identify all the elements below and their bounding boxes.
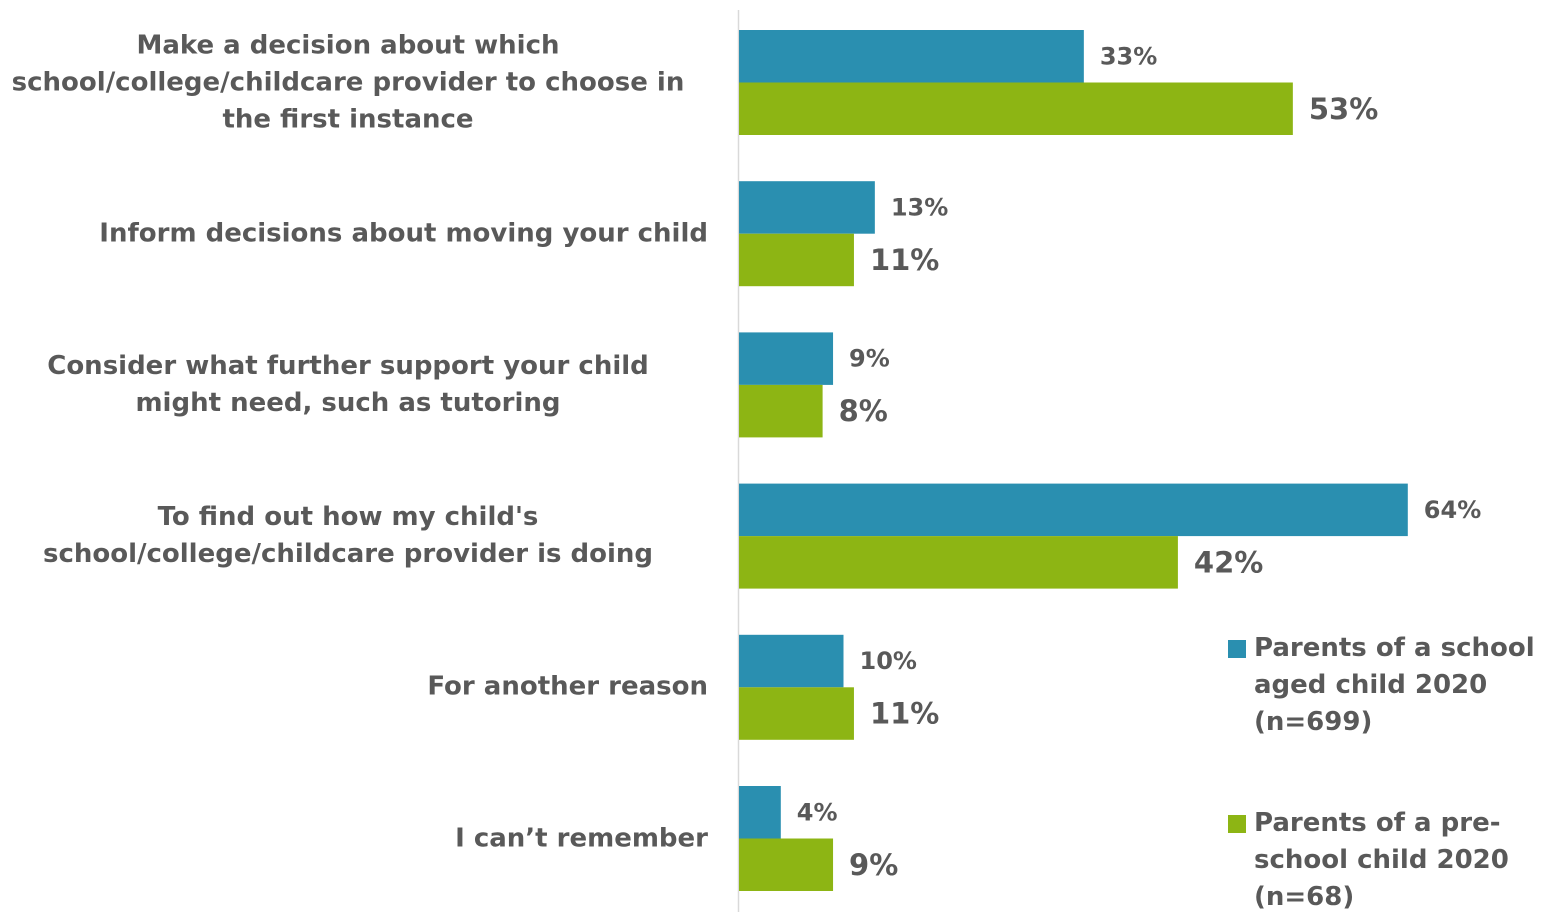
value-label-s2-c3: 8% (839, 394, 888, 428)
bar-s2-c6 (739, 838, 834, 891)
category-label-5: For another reason (0, 669, 708, 706)
legend-label-2-line-2: school child 2020 (1254, 845, 1509, 875)
bar-s2-c5 (739, 687, 854, 740)
category-label-4-line-2: school/college/childcare provider is doi… (42, 539, 654, 570)
bar-s1-c4 (739, 483, 1408, 537)
bar-s2-c2 (739, 233, 854, 287)
bar-s2-c1 (739, 82, 1293, 135)
legend-label-1-line-3: (n=699) (1254, 707, 1373, 737)
value-label-s1-c3: 9% (849, 345, 890, 373)
legend-swatch-1 (1228, 640, 1246, 658)
bar-s2-c4 (739, 536, 1178, 589)
bar-s1-c1 (739, 30, 1084, 83)
value-label-s1-c1: 33% (1100, 42, 1157, 70)
category-label-4-line-1: To find out how my child's (157, 502, 539, 533)
category-label-6: I can’t remember (0, 820, 708, 857)
value-label-s2-c4: 42% (1194, 545, 1263, 579)
category-label-2: Inform decisions about moving your child (0, 215, 708, 252)
legend-label-2: Parents of a pre-school child 2020 (n=68) (1254, 805, 1542, 916)
value-label-s1-c6: 4% (797, 798, 838, 826)
value-label-s1-c2: 13% (891, 193, 948, 221)
category-label-3: Consider what further support your child… (0, 348, 708, 422)
bar-s1-c5 (739, 634, 844, 688)
legend-swatch-2 (1228, 815, 1246, 833)
category-label-1-line-2: school/college/childcare provider to cho… (11, 67, 685, 97)
value-label-s1-c4: 64% (1424, 496, 1481, 524)
legend-label-2-line-3: (n=68) (1254, 882, 1355, 912)
category-label-2-line-1: Inform decisions about moving your child (99, 218, 708, 249)
legend-label-2-line-1: Parents of a pre- (1254, 808, 1501, 838)
value-label-s2-c1: 53% (1309, 92, 1378, 126)
category-label-1: Make a decision about which school/colleg… (0, 27, 708, 138)
bar-s2-c3 (739, 384, 823, 438)
bar-s1-c2 (739, 181, 875, 234)
category-label-1-line-3: the first instance (222, 104, 474, 134)
category-label-4: To find out how my child's school/college… (0, 499, 708, 573)
value-label-s2-c5: 11% (870, 697, 939, 731)
legend-label-1-line-1: Parents of a school (1254, 633, 1535, 663)
bar-s1-c6 (739, 786, 781, 839)
category-label-6-line-1: I can’t remember (455, 823, 708, 853)
category-label-5-line-1: For another reason (427, 671, 708, 702)
category-label-1-line-1: Make a decision about which (136, 30, 560, 60)
legend-label-1: Parents of a school aged child 2020 (n=699… (1254, 630, 1542, 741)
bar-s1-c3 (739, 332, 834, 385)
category-label-3-line-1: Consider what further support your child (47, 350, 649, 381)
category-label-3-line-2: might need, such as tutoring (135, 387, 561, 418)
value-label-s2-c6: 9% (849, 848, 898, 882)
legend-label-1-line-2: aged child 2020 (1254, 670, 1488, 700)
value-label-s2-c2: 11% (870, 243, 939, 277)
value-label-s1-c5: 10% (860, 647, 917, 675)
